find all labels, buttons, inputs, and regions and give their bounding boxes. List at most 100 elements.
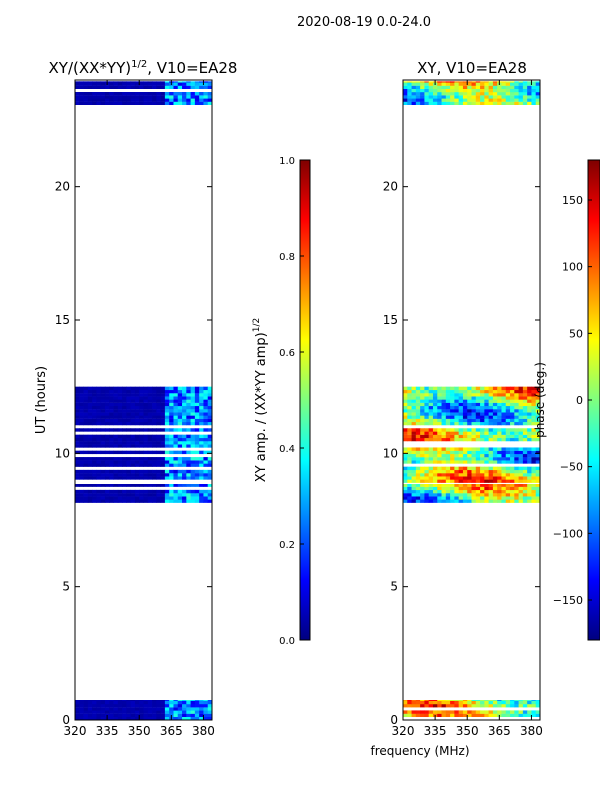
heatmap-cell — [441, 710, 447, 714]
heatmap-cell — [75, 707, 80, 711]
heatmap-cell — [164, 437, 170, 442]
heatmap-cell — [462, 473, 468, 477]
heatmap-cell — [441, 409, 447, 413]
heatmap-cell — [467, 713, 472, 717]
heatmap-cell — [203, 85, 209, 89]
heatmap-cell — [488, 450, 494, 455]
heatmap-cell — [445, 700, 451, 705]
heatmap-cell — [484, 81, 490, 83]
heatmap-cell — [207, 402, 213, 407]
heatmap-cell — [160, 434, 166, 439]
heatmap-cell — [126, 393, 132, 397]
heatmap-cell — [531, 496, 537, 500]
heatmap-cell — [484, 399, 490, 403]
heatmap-cell — [122, 95, 127, 99]
heatmap-cell — [420, 469, 425, 474]
heatmap-cell — [531, 479, 537, 483]
heatmap-cell — [484, 101, 490, 105]
colorbar-tick-label: −100 — [553, 527, 583, 540]
heatmap-cell — [462, 428, 468, 432]
heatmap-cell — [492, 700, 498, 701]
heatmap-cell — [160, 707, 166, 711]
colorbar-tick-label: −50 — [560, 461, 583, 474]
heatmap-cell — [147, 716, 153, 721]
heatmap-cell — [104, 85, 110, 89]
heatmap-cell — [92, 707, 97, 711]
heatmap-cell — [186, 484, 191, 487]
heatmap-cell — [207, 441, 213, 445]
heatmap-cell — [424, 101, 430, 105]
heatmap-cell — [182, 441, 187, 445]
heatmap-cell — [501, 700, 507, 701]
heatmap-cell — [535, 460, 541, 464]
heatmap-cell — [87, 389, 93, 394]
heatmap-cell — [505, 493, 511, 497]
heatmap-cell — [467, 98, 472, 102]
heatmap-cell — [415, 81, 421, 83]
heatmap-cell — [203, 463, 209, 467]
heatmap-cell — [164, 399, 170, 403]
heatmap-cell — [143, 82, 149, 86]
heatmap-cell — [203, 92, 209, 96]
heatmap-cell — [471, 431, 477, 435]
heatmap-cell — [186, 496, 191, 500]
heatmap-cell — [130, 437, 136, 442]
heatmap-cell — [484, 469, 490, 474]
heatmap-cell — [122, 707, 127, 711]
heatmap-cell — [437, 466, 442, 471]
heatmap-cell — [488, 484, 494, 487]
heatmap-cell — [458, 428, 464, 432]
heatmap-cell — [454, 85, 460, 89]
heatmap-cell — [471, 82, 477, 86]
heatmap-cell — [177, 421, 183, 426]
heatmap-cell — [87, 457, 93, 461]
heatmap-cell — [527, 473, 532, 477]
heatmap-cell — [411, 700, 417, 705]
heatmap-cell — [173, 415, 179, 419]
heatmap-cell — [445, 713, 451, 717]
heatmap-cell — [194, 707, 200, 711]
heatmap-cell — [199, 473, 204, 477]
heatmap-cell — [415, 479, 421, 483]
heatmap-cell — [407, 92, 412, 96]
heatmap-cell — [531, 713, 537, 717]
heatmap-cell — [535, 486, 541, 491]
heatmap-cell — [475, 431, 481, 435]
heatmap-cell — [424, 493, 430, 497]
heatmap-cell — [87, 700, 93, 701]
heatmap-cell — [415, 713, 421, 717]
colorbar-tick-label: −150 — [553, 594, 583, 607]
heatmap-cell — [79, 444, 84, 448]
heatmap-cell — [177, 415, 183, 419]
heatmap-cell — [471, 466, 477, 471]
heatmap-cell — [152, 421, 157, 426]
heatmap-cell — [445, 389, 451, 394]
heatmap-cell — [147, 476, 153, 480]
heatmap-cell — [450, 710, 455, 714]
heatmap-cell — [109, 476, 114, 480]
heatmap-cell — [100, 716, 106, 721]
heatmap-cell — [480, 412, 485, 416]
heatmap-cell — [87, 469, 93, 474]
heatmap-cell — [207, 473, 213, 477]
heatmap-cell — [488, 437, 494, 442]
heatmap-cell — [96, 409, 102, 413]
heatmap-cell — [475, 453, 481, 458]
heatmap-cell — [450, 85, 455, 89]
heatmap-cell — [160, 450, 166, 455]
amplitude-colorbar: 0.00.20.40.60.81.0 XY amp. / (XX*YY amp)… — [252, 156, 311, 647]
heatmap-cell — [501, 489, 507, 494]
heatmap-cell — [510, 412, 515, 416]
heatmap-cell — [87, 441, 93, 445]
heatmap-cell — [113, 469, 119, 474]
heatmap-cell — [87, 85, 93, 89]
heatmap-cell — [134, 92, 140, 96]
heatmap-cell — [104, 437, 110, 442]
heatmap-cell — [194, 412, 200, 416]
heatmap-cell — [505, 484, 511, 487]
heatmap-cell — [177, 441, 183, 445]
heatmap-cell — [441, 399, 447, 403]
heatmap-cell — [420, 434, 425, 439]
